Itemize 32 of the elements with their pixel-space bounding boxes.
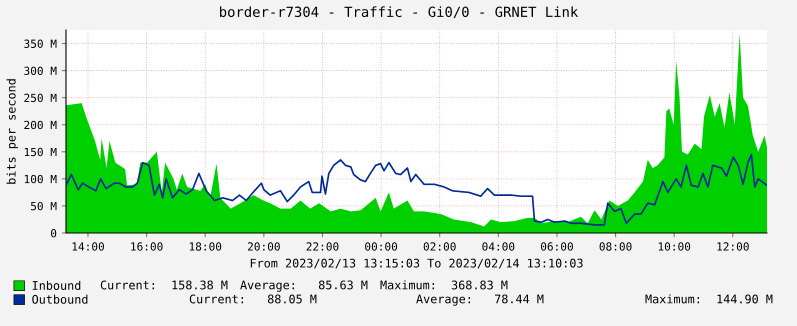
y-tick-label: 100 M [24,174,56,184]
line-series [66,154,767,226]
text: Maximum: 144.90 M [645,294,772,304]
y-tick-label: 300 M [24,66,56,76]
text: Current: 88.05 M [190,294,316,304]
legend-label: Outbound [32,294,88,304]
x-tick-label: 22:00 [306,242,338,251]
text: Current: 158.38 M [100,280,228,290]
x-tick-label: 14:00 [72,242,104,251]
y-tick-label: 50 M [30,202,56,210]
text: Average: 85.63 M [240,280,368,292]
x-tick-label: 08:00 [600,242,632,251]
x-tick-label: 18:00 [190,242,222,251]
x-tick-label: 02:00 [424,242,456,251]
legend-label: Inbound [32,280,80,290]
text: Maximum: 368.83 M [380,280,508,290]
x-tick-label: 06:00 [540,242,573,251]
x-tick-label: 00:00 [365,242,398,251]
x-axis-title: From 2023/02/13 13:15:03 To 2023/02/14 13:10:03 [250,258,583,269]
x-tick-label: 04:00 [482,242,514,251]
y-tick-label: 250 M [24,94,56,102]
x-tick-label: 16:00 [131,242,163,251]
y-tick-label: 200 M [24,120,56,130]
y-tick-label: 150 M [24,148,56,156]
x-tick-label: 20:00 [248,242,280,251]
x-tick-label: 12:00 [717,242,749,251]
chart-title: border-r7304 - Traffic - Gi0/0 - GRNET Link [220,6,578,18]
text: Average: 78.44 M [416,294,544,306]
y-axis-title: bits per second [6,79,18,184]
x-tick-label: 10:00 [658,242,690,251]
y-tick-label: 350 M [24,40,56,48]
y-tick-label: 0 [51,229,56,238]
